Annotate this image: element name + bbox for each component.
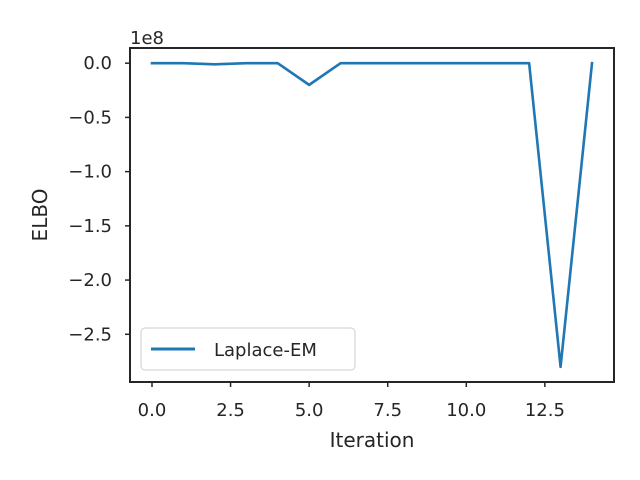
y-tick-label: −0.5 — [68, 107, 112, 128]
legend: Laplace-EM — [140, 327, 356, 371]
series-line-laplace-em — [150, 61, 594, 369]
legend-box — [140, 327, 356, 371]
x-axis-label: Iteration — [330, 428, 415, 452]
plot-frame — [129, 47, 615, 383]
y-offset-text: 1e8 — [130, 28, 164, 49]
series-layer — [150, 61, 594, 369]
y-tick-label: −2.5 — [68, 324, 112, 345]
y-tick-label: −1.5 — [68, 216, 112, 237]
x-tick-label: 2.5 — [216, 400, 245, 421]
x-tick-label: 0.0 — [138, 400, 167, 421]
y-tick-label: −1.0 — [68, 162, 112, 183]
legend-entry-laplace-em: Laplace-EM — [214, 340, 317, 361]
tick-layer: 0.0 2.5 5.0 7.5 10.0 12.5 0.0 −0.5 −1.0 −1.5 −2.0 −… — [68, 53, 565, 421]
x-tick-label: 12.5 — [525, 400, 565, 421]
y-axis-label: ELBO — [28, 189, 52, 242]
x-tick-label: 10.0 — [446, 400, 486, 421]
x-tick-label: 7.5 — [373, 400, 402, 421]
x-tick-label: 5.0 — [295, 400, 324, 421]
y-tick-label: −2.0 — [68, 270, 112, 291]
y-tick-label: 0.0 — [83, 53, 112, 74]
